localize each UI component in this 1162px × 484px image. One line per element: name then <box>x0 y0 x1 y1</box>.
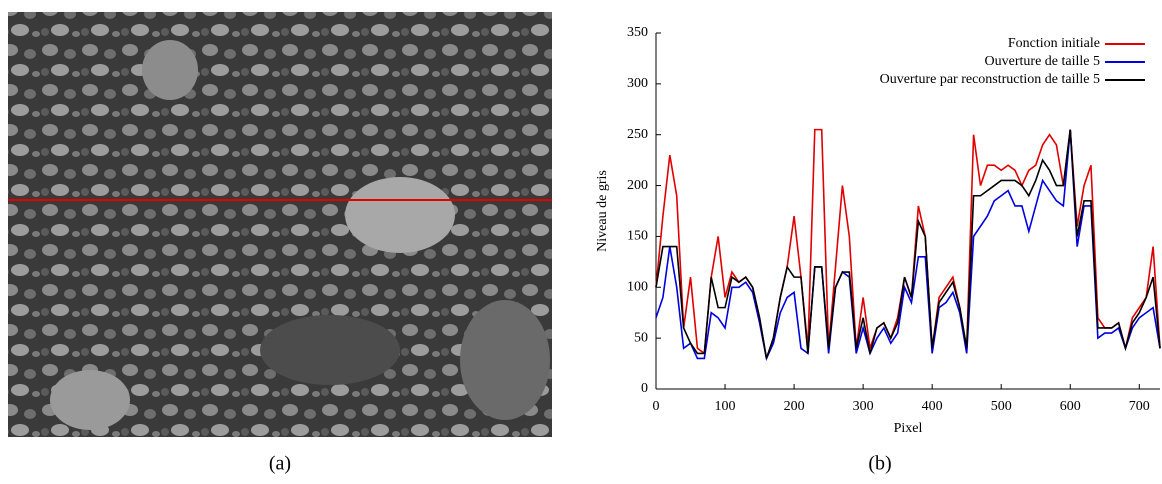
y-tick-label: 350 <box>627 25 648 40</box>
x-tick-label: 700 <box>1129 399 1150 414</box>
legend-label: Ouverture de taille 5 <box>985 54 1100 69</box>
x-tick-label: 600 <box>1060 399 1081 414</box>
x-tick-label: 100 <box>715 399 736 414</box>
series-line <box>656 130 1160 359</box>
y-tick-label: 50 <box>634 330 648 345</box>
series-line <box>656 130 1160 359</box>
x-tick-label: 400 <box>922 399 943 414</box>
y-tick-label: 250 <box>627 127 648 142</box>
caption: (b) <box>868 453 891 475</box>
y-tick-label: 0 <box>641 381 648 396</box>
x-tick-label: 300 <box>853 399 874 414</box>
y-tick-label: 100 <box>627 280 648 295</box>
x-tick-label: 0 <box>653 399 660 414</box>
legend-label: Fonction initiale <box>1008 36 1100 51</box>
x-tick-label: 200 <box>784 399 805 414</box>
photo <box>8 12 552 437</box>
figure: (a) (b) Pixel Niveau de gris 0 50 100 150 20… <box>0 0 1162 479</box>
x-tick-label: 500 <box>991 399 1012 414</box>
x-axis-label: Pixel <box>894 421 923 436</box>
y-axis-label: Niveau de gris <box>595 170 610 252</box>
caption: (a) <box>269 453 291 475</box>
legend-label: Ouverture par reconstruction de taille 5 <box>880 72 1100 87</box>
y-tick-label: 200 <box>627 178 648 193</box>
y-tick-label: 300 <box>627 76 648 91</box>
y-tick-label: 150 <box>627 229 648 244</box>
series-line <box>656 130 1160 359</box>
